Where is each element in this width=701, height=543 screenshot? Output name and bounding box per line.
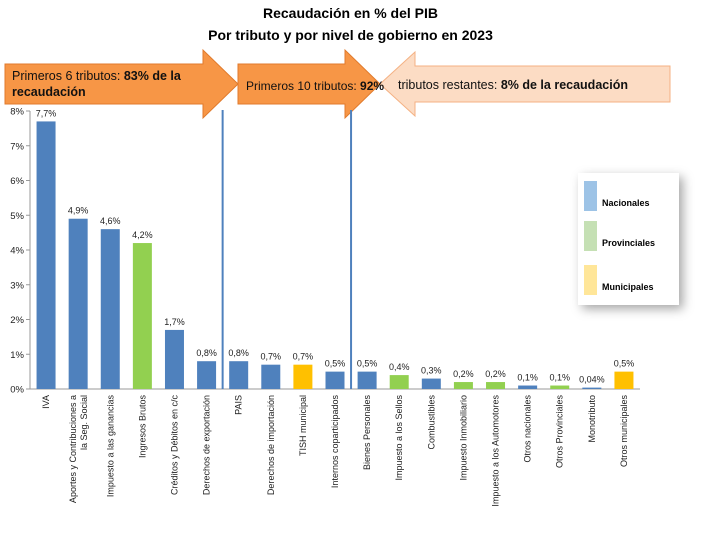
bar: [614, 371, 634, 389]
data-label: 0,8%: [228, 348, 249, 358]
y-tick-label: 8%: [10, 107, 24, 118]
arrow-first-6: [4, 48, 239, 120]
bar: [357, 371, 377, 389]
data-label: 0,2%: [485, 369, 506, 379]
x-tick-label: Aportes y Contribuciones ala Seg. Social: [68, 395, 89, 503]
bar: [486, 382, 506, 389]
legend-swatch-nacionales: [584, 181, 597, 211]
legend-swatch-municipales: [584, 265, 597, 295]
data-label: 0,7%: [293, 352, 314, 362]
y-tick-label: 4%: [10, 246, 24, 257]
x-tick-label: Bienes Personales: [362, 395, 372, 471]
annotation-remaining: tributos restantes: 8% de la recaudación: [398, 78, 628, 92]
legend-label-nacionales: Nacionales: [602, 198, 650, 208]
data-label: 7,7%: [36, 108, 57, 118]
x-tick-label: IVA: [41, 395, 51, 409]
data-label: 0,4%: [389, 362, 410, 372]
x-tick-label: Monotributo: [587, 395, 597, 443]
x-tick-label: Derechos de exportación: [202, 395, 212, 495]
data-label: 0,7%: [261, 352, 282, 362]
data-label: 4,9%: [68, 206, 89, 216]
x-tick-label: Otros nacionales: [523, 395, 533, 463]
data-label: 1,7%: [164, 317, 185, 327]
bar: [197, 361, 217, 389]
y-tick-label: 3%: [10, 280, 24, 291]
bar: [421, 378, 441, 389]
x-tick-label: Impuesto Inmobiliario: [458, 395, 468, 481]
data-label: 0,1%: [549, 373, 570, 383]
x-tick-label: Otros Provinciales: [555, 395, 565, 469]
bar: [518, 385, 538, 389]
y-tick-label: 1%: [10, 350, 24, 361]
data-label: 0,5%: [357, 359, 378, 369]
bar: [389, 375, 409, 389]
x-tick-label: Créditos y Débitos en c/c: [169, 395, 179, 496]
bar: [325, 371, 345, 389]
bar: [36, 121, 56, 390]
data-label: 0,3%: [421, 366, 442, 376]
bar: [132, 243, 152, 389]
x-tick-label: Impuesto a las ganancias: [105, 395, 115, 498]
data-label: 0,1%: [517, 373, 538, 383]
x-tick-label: Impuesto a los Automotores: [491, 395, 501, 507]
legend-item-municipales: Municipales: [584, 265, 679, 295]
legend-swatch-provinciales: [584, 221, 597, 251]
legend-item-provinciales: Provinciales: [584, 221, 679, 251]
legend-label-provinciales: Provinciales: [602, 238, 656, 248]
y-tick-label: 0%: [10, 385, 24, 396]
y-tick-label: 6%: [10, 176, 24, 187]
chart-title: Recaudación en % del PIB: [262, 5, 439, 21]
bar: [164, 329, 184, 389]
x-tick-label: Otros municipales: [619, 395, 629, 468]
x-tick-label: Derechos de importación: [266, 395, 276, 495]
data-label: 4,2%: [132, 230, 153, 240]
bar: [582, 387, 602, 389]
legend: Nacionales Provinciales Municipales: [578, 173, 679, 305]
data-label: 0,04%: [579, 375, 605, 385]
x-tick-label: TISH municipal: [298, 395, 308, 456]
data-label: 4,6%: [100, 216, 121, 226]
bar: [100, 229, 120, 389]
arrow-first-10: [237, 48, 381, 120]
bar: [550, 385, 570, 389]
chart-subtitle: Por tributo y por nivel de gobierno en 2…: [208, 27, 493, 43]
data-label: 0,5%: [614, 359, 635, 369]
x-tick-label: Internos coparticipados: [330, 395, 340, 489]
bar: [68, 218, 88, 389]
annotation-first-6: Primeros 6 tributos: 83% de la recaudaci…: [12, 69, 181, 99]
bar: [453, 382, 473, 389]
y-tick-label: 7%: [10, 141, 24, 152]
data-label: 0,5%: [325, 359, 346, 369]
legend-item-nacionales: Nacionales: [584, 181, 679, 211]
data-label: 0,2%: [453, 369, 474, 379]
data-label: 0,8%: [196, 348, 217, 358]
x-tick-label: Impuesto a los Sellos: [394, 395, 404, 481]
x-tick-label: Ingresos Brutos: [137, 395, 147, 459]
arrow-remaining: [379, 50, 671, 118]
bar: [293, 364, 313, 389]
y-tick-label: 2%: [10, 315, 24, 326]
bar: [229, 361, 249, 389]
legend-label-municipales: Municipales: [602, 282, 654, 292]
bar: [261, 364, 281, 389]
x-tick-label: PAIS: [234, 395, 244, 415]
y-tick-label: 5%: [10, 211, 24, 222]
annotation-first-10: Primeros 10 tributos: 92%: [246, 79, 385, 93]
x-tick-label: Combustibles: [426, 395, 436, 450]
